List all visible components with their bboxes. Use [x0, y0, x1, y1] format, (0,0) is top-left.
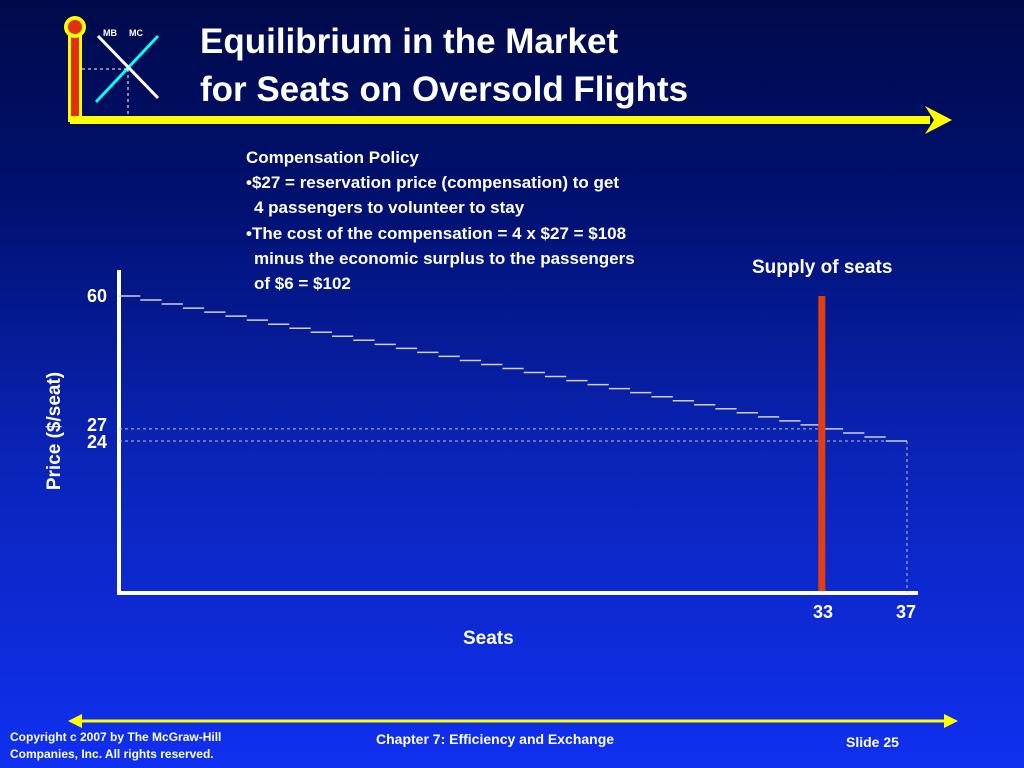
slide-frame-decoration — [64, 16, 952, 134]
y-tick-60: 60 — [87, 286, 108, 306]
y-axis-label: Price ($/seat) — [44, 371, 65, 491]
x-axis-label: Seats — [463, 628, 514, 649]
mb-logo-label: MB — [103, 28, 117, 38]
y-tick-27: 27 — [87, 415, 108, 435]
x-tick-33: 33 — [813, 602, 834, 622]
policy-line-5: of $6 = $102 — [254, 274, 351, 293]
policy-line-4: minus the economic surplus to the passen… — [254, 249, 635, 268]
slide-title-line-2: for Seats on Oversold Flights — [200, 70, 689, 109]
supply-label: Supply of seats — [752, 257, 893, 278]
policy-line-2: 4 passengers to volunteer to stay — [254, 198, 525, 217]
x-tick-37: 37 — [896, 602, 917, 622]
slide-title-line-1: Equilibrium in the Market — [200, 22, 619, 61]
y-tick-24: 24 — [87, 432, 108, 452]
footer-divider-arrow — [68, 714, 958, 728]
policy-line-1: •$27 = reservation price (compensation) … — [246, 173, 619, 192]
mc-logo-label: MC — [129, 28, 143, 38]
chapter-label: Chapter 7: Efficiency and Exchange — [376, 731, 615, 747]
copyright-line-1: Copyright c 2007 by The McGraw-Hill — [10, 730, 222, 744]
slide-number: Slide 25 — [846, 734, 899, 750]
policy-line-3: •The cost of the compensation = 4 x $27 … — [246, 224, 627, 243]
policy-heading: Compensation Policy — [246, 148, 419, 167]
copyright-line-2: Companies, Inc. All rights reserved. — [10, 747, 214, 761]
